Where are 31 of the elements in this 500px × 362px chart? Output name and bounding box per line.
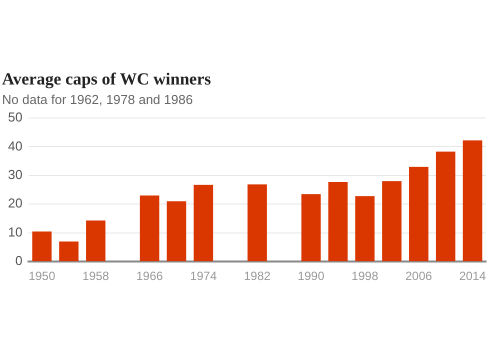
y-tick-label: 50 [8, 110, 22, 125]
y-tick-label: 40 [8, 138, 22, 154]
bar [32, 231, 52, 262]
bar [86, 220, 106, 262]
bar [436, 152, 456, 262]
y-tick-label: 0 [15, 253, 22, 268]
bar [140, 196, 160, 262]
x-tick-label: 1974 [190, 269, 218, 284]
y-tick-label: 10 [8, 224, 22, 240]
x-tick-label: 1950 [28, 269, 56, 284]
bar [194, 184, 214, 262]
chart-subtitle: No data for 1962, 1978 and 1986 [2, 92, 193, 107]
x-tick-label: 1966 [136, 269, 164, 284]
bar [328, 182, 348, 262]
x-tick-label: 1990 [298, 269, 325, 284]
x-tick-label: 2006 [405, 269, 432, 284]
bar [301, 194, 321, 262]
bar [59, 241, 79, 262]
bar [355, 196, 375, 262]
bar [166, 201, 186, 262]
chart-title: Average caps of WC winners [2, 70, 212, 89]
x-tick-label: 1958 [82, 269, 110, 284]
x-tick-label: 2014 [459, 269, 486, 284]
y-tick-label: 30 [8, 167, 22, 182]
bar [382, 181, 402, 262]
y-tick-label: 20 [8, 196, 22, 211]
x-tick-label: 1982 [244, 269, 271, 284]
x-tick-label: 1998 [352, 269, 379, 284]
bar [409, 166, 428, 262]
bar [248, 184, 267, 262]
bar [462, 140, 482, 262]
